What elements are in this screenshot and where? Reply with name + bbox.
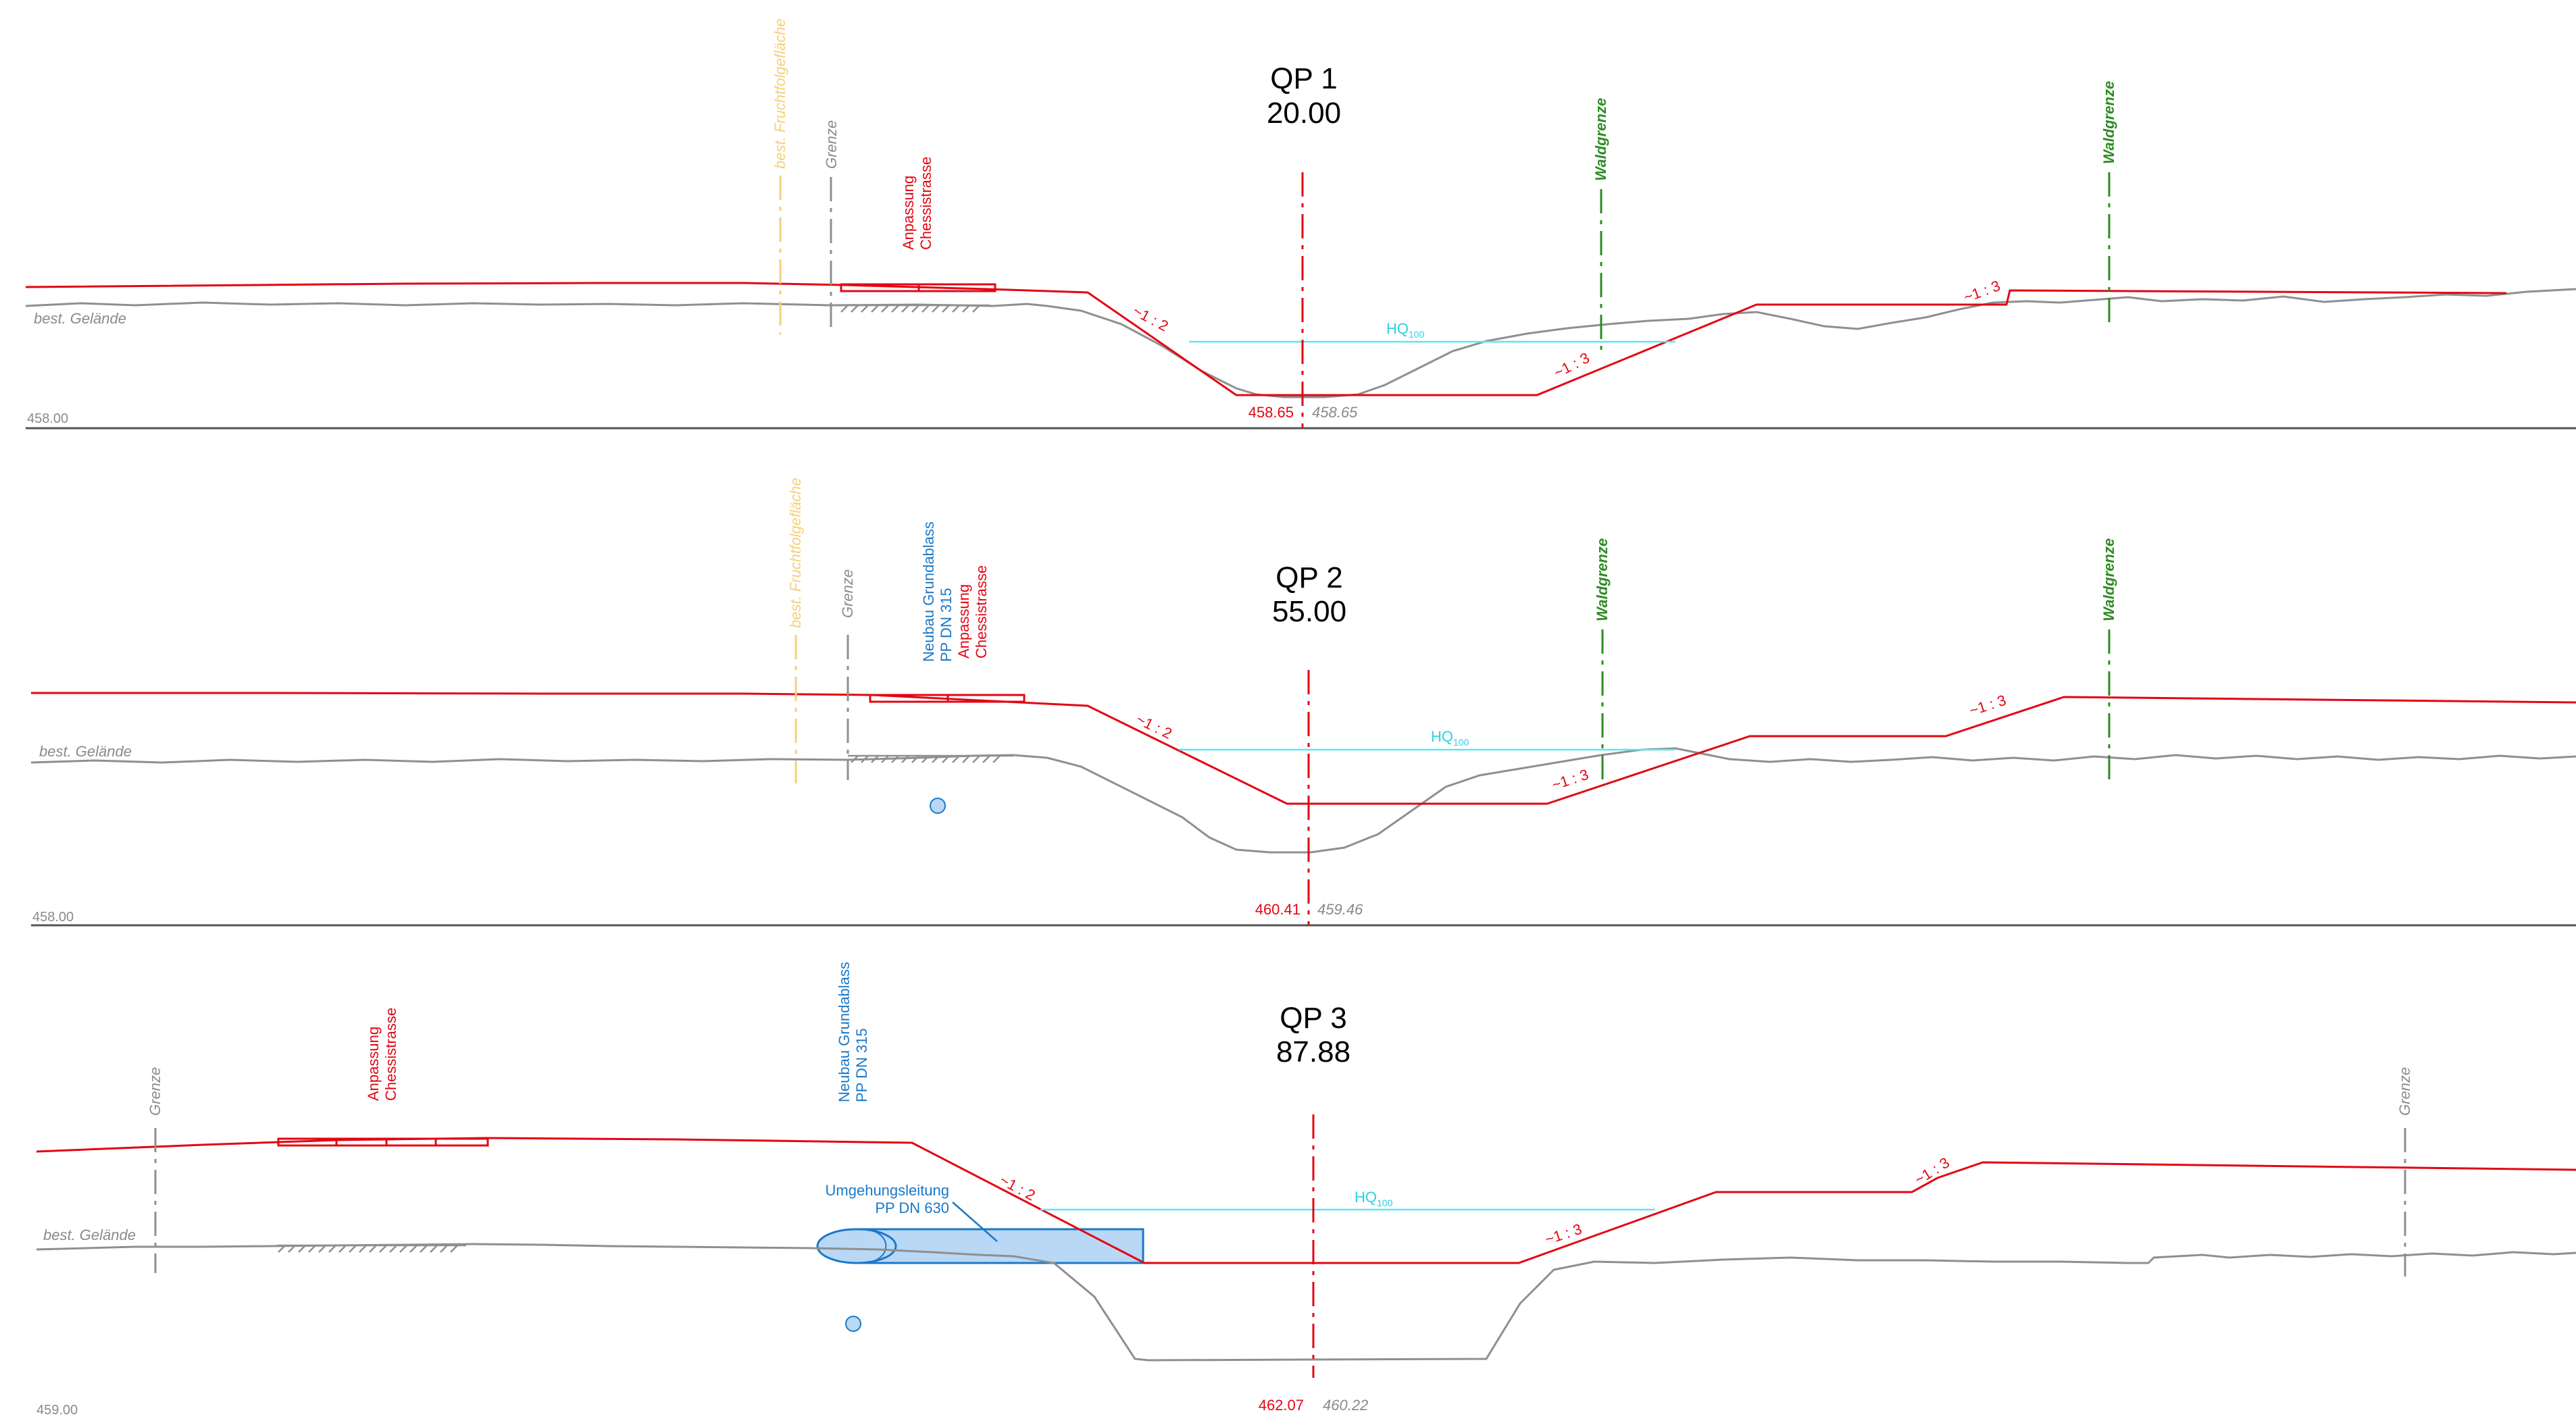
qp3-slope-right: ~1 : 3 bbox=[1543, 1220, 1584, 1248]
qp3-bypass-leader bbox=[952, 1202, 998, 1242]
qp1-design-profile bbox=[25, 282, 2507, 396]
qp1-terrain-elevation: 458.65 bbox=[1312, 404, 1358, 421]
qp3-hq-label: HQ100 bbox=[1355, 1189, 1393, 1208]
qp2-title: QP 2 bbox=[1276, 561, 1342, 594]
qp1-station: 20.00 bbox=[1267, 97, 1341, 130]
qp2-terrain-label: best. Gelände bbox=[39, 743, 132, 760]
qp3-title: QP 3 bbox=[1280, 1002, 1346, 1035]
section-qp1: QP 1 20.00 458.00 best. Gelände HQ100 ~1… bbox=[25, 18, 2576, 430]
qp3-bypass-pipe bbox=[816, 1228, 1144, 1264]
qp3-hatch bbox=[277, 1244, 466, 1253]
qp2-slope-far: ~1 : 3 bbox=[1967, 692, 2009, 719]
qp2-design-elevation: 460.41 bbox=[1255, 901, 1300, 918]
qp1-existing-terrain bbox=[25, 288, 2576, 398]
qp2-hatch bbox=[848, 754, 1013, 763]
qp2-terrain-elevation: 459.46 bbox=[1317, 901, 1363, 918]
qp1-boundary-label: Grenze bbox=[823, 120, 840, 169]
qp3-slope-left: ~1 : 2 bbox=[997, 1171, 1038, 1204]
qp3-road-label: AnpassungChessistrasse bbox=[365, 1008, 399, 1101]
qp3-road-adjustment bbox=[277, 1137, 489, 1147]
qp3-boundary-label-right: Grenze bbox=[2396, 1067, 2413, 1116]
qp2-forest-label-2: Waldgrenze bbox=[2100, 538, 2117, 621]
qp1-hq-label: HQ100 bbox=[1386, 320, 1425, 340]
qp1-datum: 458.00 bbox=[27, 411, 68, 426]
qp2-forest-label-1: Waldgrenze bbox=[1594, 538, 1611, 621]
qp2-outlet-pipe bbox=[930, 798, 946, 814]
qp1-slope-right: ~1 : 3 bbox=[1551, 349, 1592, 382]
qp1-crop-label: best. Fruchtfolgefläche bbox=[772, 18, 788, 169]
qp2-design-profile bbox=[31, 692, 2576, 805]
qp3-boundary-label-left: Grenze bbox=[147, 1067, 163, 1116]
qp1-forest-label-2: Waldgrenze bbox=[2100, 81, 2117, 164]
qp3-terrain-elevation: 460.22 bbox=[1323, 1397, 1368, 1414]
section-qp3: QP 3 87.88 459.00 best. Gelände HQ100 ~1… bbox=[36, 962, 2576, 1418]
qp3-design-elevation: 462.07 bbox=[1259, 1397, 1304, 1414]
qp3-existing-terrain bbox=[36, 1243, 2576, 1362]
qp2-crop-label: best. Fruchtfolgefläche bbox=[787, 478, 804, 628]
qp3-design-profile bbox=[36, 1137, 2576, 1264]
qp3-bypass-label: Umgehungsleitung PP DN 630 bbox=[826, 1182, 949, 1216]
qp2-station: 55.00 bbox=[1272, 595, 1346, 628]
qp3-outlet-pipe bbox=[845, 1316, 861, 1332]
qp2-hq-label: HQ100 bbox=[1431, 728, 1469, 748]
qp1-terrain-label: best. Gelände bbox=[34, 310, 126, 327]
qp3-slope-far: ~1 : 3 bbox=[1911, 1154, 1952, 1189]
qp3-station: 87.88 bbox=[1276, 1035, 1350, 1068]
qp1-title: QP 1 bbox=[1270, 62, 1337, 95]
qp1-forest-label-1: Waldgrenze bbox=[1592, 98, 1609, 181]
qp2-road-label: AnpassungChessistrasse bbox=[955, 565, 990, 659]
qp1-design-elevation: 458.65 bbox=[1248, 404, 1294, 421]
qp1-slope-left: ~1 : 2 bbox=[1130, 302, 1171, 334]
qp3-outlet-label: Neubau GrundablassPP DN 315 bbox=[836, 962, 870, 1102]
qp3-terrain-label: best. Gelände bbox=[43, 1227, 136, 1243]
qp2-existing-terrain bbox=[30, 747, 2576, 854]
qp2-boundary-label: Grenze bbox=[839, 569, 856, 618]
qp2-datum: 458.00 bbox=[32, 910, 74, 925]
qp1-road-label: AnpassungChessistrasse bbox=[900, 157, 934, 250]
qp2-slope-right: ~1 : 3 bbox=[1550, 766, 1591, 794]
section-qp2: QP 2 55.00 458.00 best. Gelände HQ100 ~1… bbox=[30, 478, 2576, 927]
qp1-hatch bbox=[838, 304, 990, 313]
qp2-outlet-label: Neubau GrundablassPP DN 315 bbox=[920, 521, 955, 662]
qp3-datum: 459.00 bbox=[36, 1403, 78, 1418]
